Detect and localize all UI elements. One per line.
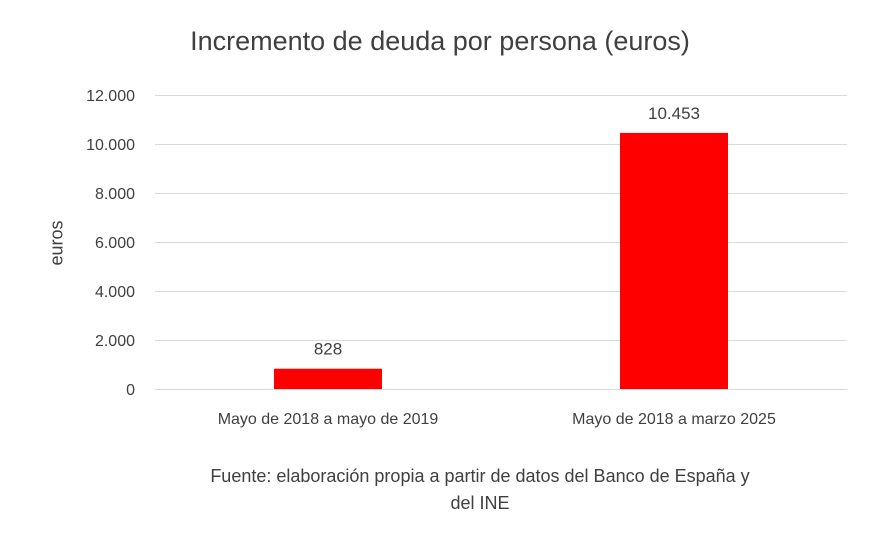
x-category-label: Mayo de 2018 a mayo de 2019 (218, 411, 439, 428)
source-note: Fuente: elaboración propia a partir de d… (140, 463, 820, 517)
y-tick-label: 10.000 (86, 137, 135, 154)
bar (274, 368, 382, 389)
chart-title: Incremento de deuda por persona (euros) (190, 26, 690, 56)
y-tick-label: 6.000 (95, 235, 135, 252)
source-note-line-1: Fuente: elaboración propia a partir de d… (210, 466, 750, 486)
y-tick-label: 8.000 (95, 186, 135, 203)
data-label: 828 (314, 340, 342, 359)
y-tick-label: 4.000 (95, 284, 135, 301)
y-tick-label: 2.000 (95, 333, 135, 350)
x-category-label: Mayo de 2018 a marzo 2025 (572, 411, 776, 428)
bar (620, 132, 728, 390)
source-note-line-2: del INE (450, 493, 510, 513)
y-tick-label: 0 (126, 382, 135, 399)
data-label: 10.453 (648, 104, 700, 123)
y-tick-label: 12.000 (86, 88, 135, 105)
